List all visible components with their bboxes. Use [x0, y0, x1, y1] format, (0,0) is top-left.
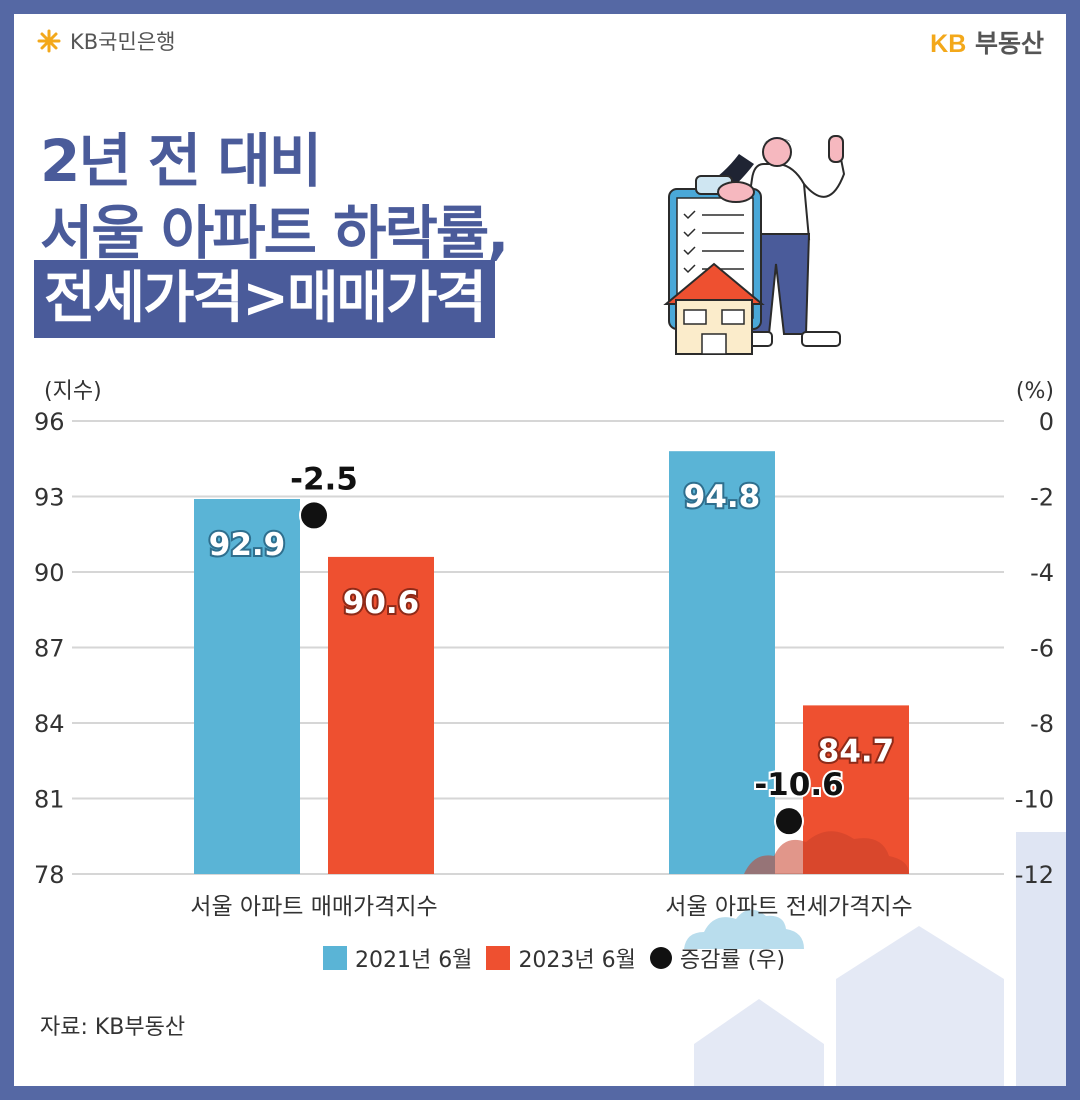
right-axis-tick-label: 0 [1039, 408, 1054, 436]
right-axis-tick-label: -10 [1015, 786, 1054, 814]
left-axis-unit-label: (지수) [44, 379, 102, 404]
title-line-2: 서울 아파트 하락률, [40, 199, 509, 267]
left-axis-tick-label: 87 [34, 635, 65, 663]
rate-value-label: -2.5 [290, 461, 358, 497]
legend-swatch-2023 [486, 946, 511, 970]
legend-item-2021: 2021년 6월 [322, 942, 473, 974]
left-axis-tick-label: 90 [34, 559, 65, 587]
left-axis-tick-label: 81 [34, 786, 65, 814]
woman-with-checklist-and-house-illustration [663, 135, 846, 355]
left-axis-tick-label: 78 [34, 861, 65, 889]
category-label: 서울 아파트 전세가격지수 [665, 894, 912, 920]
right-axis-tick-label: -2 [1030, 484, 1054, 512]
right-axis-tick-label: -8 [1030, 710, 1054, 738]
legend-dot-rate [649, 947, 672, 969]
legend-item-2023: 2023년 6월 [486, 942, 636, 974]
legend-label-2021: 2021년 6월 [354, 948, 473, 973]
cloud-decoration [684, 909, 804, 949]
bar-2021 [194, 499, 300, 874]
bank-logo-text: KB국민은행 [70, 30, 176, 54]
left-axis-tick-label: 93 [34, 484, 65, 512]
bar-2021 [669, 451, 775, 874]
right-axis-tick-label: -12 [1015, 861, 1054, 889]
brand-kb-text: KB [930, 30, 967, 58]
right-axis-tick-label: -6 [1030, 635, 1054, 663]
bar-value-label: 94.8 [684, 479, 761, 515]
legend-label-rate: 증감률 (우) [679, 948, 786, 973]
rate-dot [299, 500, 329, 531]
title-line-3-highlight: 전세가격>매매가격 [34, 260, 496, 338]
right-axis-tick-label: -4 [1030, 559, 1054, 587]
legend-label-2023: 2023년 6월 [518, 948, 636, 973]
kb-kookmin-bank-logo: KB국민은행 [36, 26, 175, 56]
right-axis-unit-label: (%) [1016, 379, 1054, 404]
rate-dot [774, 806, 804, 837]
cloud-decoration-dark [744, 831, 909, 874]
bar-value-label: 92.9 [209, 527, 286, 563]
bar-value-label: 84.7 [818, 733, 895, 769]
bar-2023 [328, 556, 434, 874]
rate-value-label: -10.6 [754, 767, 843, 803]
legend-item-rate: 증감률 (우) [649, 942, 786, 974]
title-line-1: 2년 전 대비 [40, 127, 322, 195]
source-note: 자료: KB부동산 [40, 1015, 186, 1040]
chart-legend: 2021년 6월 2023년 6월 증감률 (우) [14, 942, 1066, 974]
left-axis-tick-label: 84 [34, 710, 65, 738]
left-axis-tick-label: 96 [34, 408, 65, 436]
kb-star-icon [37, 29, 61, 53]
legend-swatch-2021 [322, 946, 347, 970]
kb-real-estate-logo: KB 부동산 [930, 24, 1044, 60]
brand-name-text: 부동산 [974, 29, 1044, 58]
bar-chart: (지수) (%) 96 0 93 -2 90 -4 87 -6 84 -8 81 -10 78 -12 9… [34, 379, 1054, 949]
bar-value-label: 90.6 [343, 585, 420, 621]
category-label: 서울 아파트 매매가격지수 [190, 894, 437, 920]
